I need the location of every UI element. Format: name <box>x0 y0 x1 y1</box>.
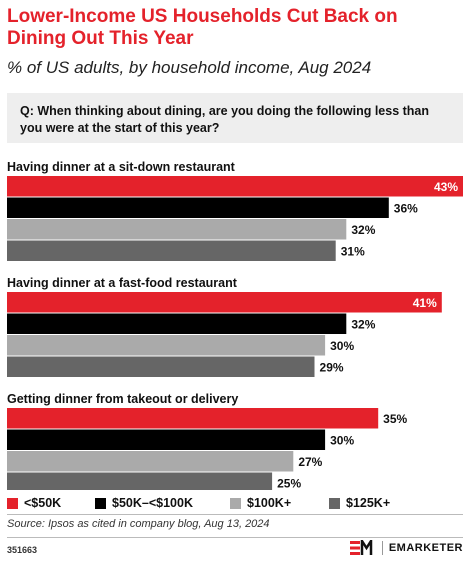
logo-separator <box>381 541 383 555</box>
legend: <$50K $50K–<$100K $100K+ $125K+ <box>7 496 467 514</box>
legend-swatch-50k-100k <box>95 497 106 509</box>
brand-logo: EMARKETER <box>349 540 463 556</box>
data-label: 41% <box>413 296 437 310</box>
emarketer-logo-icon <box>349 540 373 555</box>
bar <box>7 335 326 356</box>
data-label: 31% <box>341 245 365 259</box>
legend-label-100k-plus: $100K+ <box>247 496 292 510</box>
data-label: 43% <box>434 180 458 194</box>
data-label: 32% <box>351 223 375 237</box>
chart-subtitle: % of US adults, by household income, Aug… <box>7 58 372 77</box>
data-label: 27% <box>298 455 322 469</box>
bar <box>7 408 379 429</box>
legend-swatch-under-50k <box>7 497 18 509</box>
footer-divider-bottom <box>7 537 463 538</box>
bar <box>7 472 273 490</box>
legend-item-50k-100k: $50K–<$100K <box>95 496 193 510</box>
category-label: Having dinner at a sit-down restaurant <box>7 160 236 174</box>
legend-label-under-50k: <$50K <box>24 496 62 510</box>
data-label: 36% <box>394 202 418 216</box>
legend-swatch-100k-plus <box>230 497 241 509</box>
bar <box>7 240 336 261</box>
brand-name: EMARKETER <box>388 542 463 554</box>
legend-item-100k-plus: $100K+ <box>230 496 291 510</box>
legend-swatch-125k-plus <box>329 497 340 509</box>
data-label: 30% <box>330 339 354 353</box>
bar <box>7 219 347 240</box>
bar-chart: Having dinner at a sit-down restaurant 43… <box>7 160 463 491</box>
data-label: 32% <box>351 318 375 332</box>
data-label: 30% <box>330 434 354 448</box>
bar <box>7 356 315 377</box>
bar <box>7 176 463 197</box>
bar <box>7 429 326 450</box>
legend-label-125k-plus: $125K+ <box>346 496 391 510</box>
legend-label-50k-100k: $50K–<$100K <box>112 496 193 510</box>
data-label: 29% <box>320 361 344 375</box>
category-label: Getting dinner from takeout or delivery <box>7 392 238 406</box>
bar <box>7 292 442 313</box>
data-label: 35% <box>383 412 407 426</box>
footer-divider <box>7 514 463 515</box>
chart-title: Lower-Income US Households Cut Back on D… <box>7 6 398 49</box>
chart-id: 351663 <box>7 545 38 555</box>
bar <box>7 451 294 472</box>
survey-question: Q: When thinking about dining, are you d… <box>7 93 463 143</box>
bar <box>7 313 347 334</box>
data-label: 25% <box>277 477 301 491</box>
bar <box>7 197 389 218</box>
category-label: Having dinner at a fast-food restaurant <box>7 276 238 290</box>
legend-item-125k-plus: $125K+ <box>329 496 390 510</box>
source-note: Source: Ipsos as cited in company blog, … <box>7 518 270 530</box>
legend-item-under-50k: <$50K <box>7 496 61 510</box>
